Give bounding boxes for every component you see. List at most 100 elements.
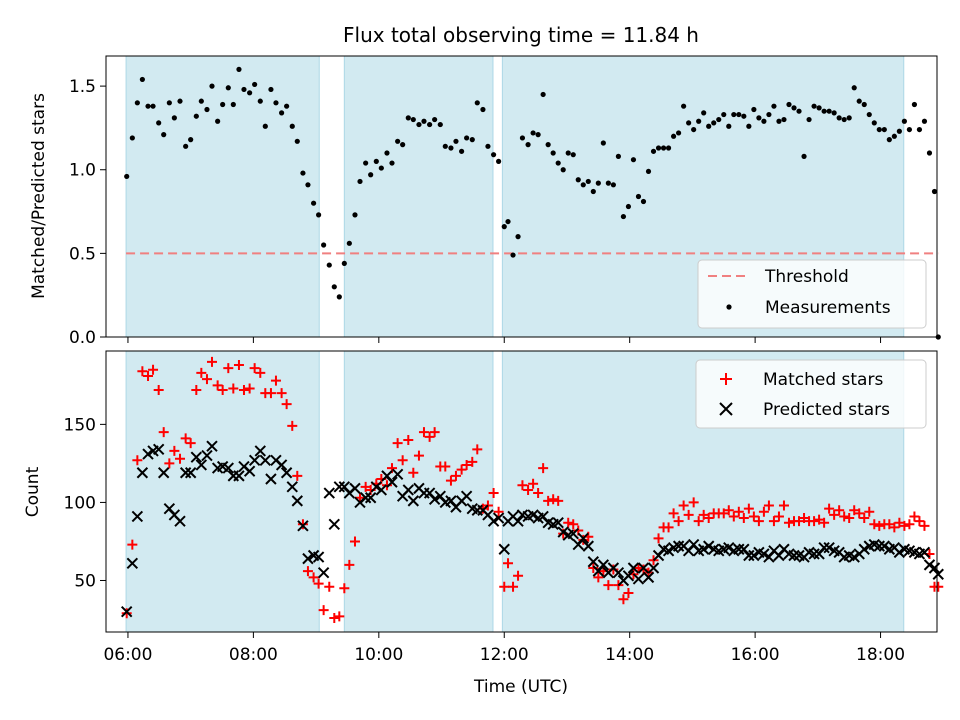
predicted-star-point [703,540,715,552]
measurement-point [650,148,657,154]
measurement-point [321,242,327,248]
matched-star-point [153,385,164,396]
bottom-legend-box [695,359,927,429]
measurement-point [134,100,140,106]
matched-star-point [844,513,855,524]
matched-star-point [859,513,870,524]
observing-window [343,55,494,338]
matched-star-point [249,363,260,374]
measurement-point [916,126,923,133]
predicted-star-point [848,551,860,563]
predicted-star-point [642,571,655,584]
matched-star-point [201,374,212,385]
predicted-star-point [723,541,735,554]
top-y-axis-ticks: 0.0 0.5 1.0 1.5 [69,77,106,348]
predicted-star-point [120,605,133,618]
measurement-point [670,133,677,139]
matched-star-point [869,519,880,530]
measurement-point [565,150,571,156]
predicted-legend-swatch [719,402,733,416]
predicted-star-point [818,541,830,554]
matched-star-point [360,481,371,492]
matched-star-point [175,453,186,464]
matched-legend-label: Matched stars [763,370,883,390]
predicted-star-point [349,482,361,495]
matched-star-point [381,480,392,491]
measurement-point [384,150,390,156]
predicted-star-point [928,562,941,574]
measurement-point [645,168,652,175]
predicted-star-point [587,556,600,568]
matched-star-point [308,572,319,583]
matched-star-point [488,488,499,499]
measurement-point [294,138,300,144]
matched-star-point [568,519,579,530]
matched-star-point [618,594,629,605]
matched-star-point [794,516,805,527]
matched-star-point [413,450,424,461]
matched-star-point [748,511,759,522]
matched-star-point [137,366,148,377]
matched-star-point [733,506,744,517]
matched-star-point [503,558,514,569]
matched-star-point [538,463,549,474]
predicted-star-point [627,562,640,574]
measurement-point [161,132,167,138]
predicted-star-point [359,492,372,504]
matched-star-point [445,475,456,486]
measurement-point [771,103,777,109]
matched-star-point [814,514,825,525]
measurement-point [876,126,882,133]
measurement-point [188,137,194,143]
matched-star-point [728,511,739,522]
predicted-star-point [577,532,589,545]
matched-star-point [553,495,564,506]
matched-star-point [265,388,276,399]
matched-star-point [493,506,504,517]
measurement-point [310,200,317,206]
measurement-point [540,91,546,98]
measurement-point [204,106,210,113]
top-panel: 0.0 0.5 1.0 1.5 Matched/Predicted stars Thr… [29,55,941,348]
measurement-point [665,145,672,151]
measurement-point [751,106,757,113]
measurement-point [826,108,832,114]
matched-star-point [884,519,895,530]
measurement-point [851,85,857,91]
measurement-point [405,115,411,121]
measurement-point [600,140,606,146]
predicted-star-point [370,481,383,493]
x-tick-label: 10:00 [354,645,403,665]
predicted-legend-label: Predicted stars [763,400,890,420]
measurement-point [801,153,807,159]
predicted-star-point [142,448,154,460]
predicted-star-point [174,515,186,527]
predicted-star-point [312,551,325,563]
matched-star-point [768,516,779,527]
matched-star-point [738,513,749,524]
measurement-point [252,81,258,88]
measurement-point [124,173,130,180]
predicted-star-point [662,545,675,557]
matched-star-points [121,356,944,623]
matched-star-point [919,520,930,531]
measurement-point [590,188,596,195]
matched-star-point [499,581,510,592]
measurement-point [676,130,682,136]
matched-star-point [329,612,340,623]
matched-star-point [528,478,539,489]
predicted-star-point [297,520,309,532]
predicted-star-point [152,443,165,456]
matched-star-point [233,360,244,371]
measurement-point [166,100,172,106]
matched-star-point [894,517,905,528]
measurement-point [896,128,902,134]
predicted-star-point [302,552,314,565]
measurement-point [284,103,290,109]
measurement-point [464,135,470,141]
matched-star-point [839,511,850,522]
matched-star-point [899,520,910,531]
measurement-point [681,103,687,109]
measurement-point [416,121,422,128]
matched-star-point [513,570,524,581]
